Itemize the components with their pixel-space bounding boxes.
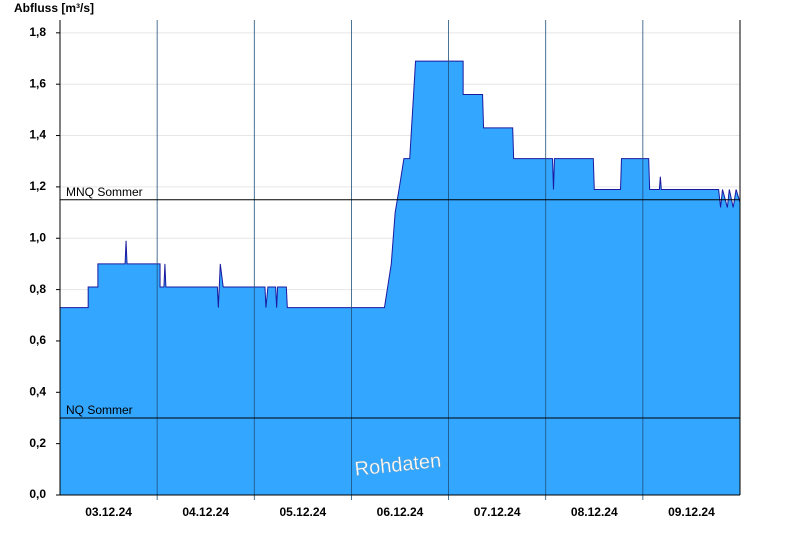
y-tick-label: 1,4 (29, 128, 46, 142)
reference-label: MNQ Sommer (66, 185, 143, 199)
y-tick-label: 0,4 (29, 384, 46, 398)
y-tick-label: 1,0 (29, 230, 46, 244)
y-tick-label: 1,6 (29, 76, 46, 90)
x-tick-label: 03.12.24 (85, 505, 132, 519)
y-axis-label: Abfluss [m³/s] (14, 1, 94, 15)
x-tick-label: 05.12.24 (279, 505, 326, 519)
area (60, 61, 740, 495)
x-tick-label: 06.12.24 (377, 505, 424, 519)
y-tick-label: 0,0 (29, 487, 46, 501)
x-tick-label: 04.12.24 (182, 505, 229, 519)
y-tick-label: 1,2 (29, 179, 46, 193)
x-tick-label: 09.12.24 (668, 505, 715, 519)
y-tick-label: 0,2 (29, 436, 46, 450)
y-tick-label: 1,8 (29, 25, 46, 39)
y-tick-label: 0,6 (29, 333, 46, 347)
x-tick-label: 08.12.24 (571, 505, 618, 519)
reference-label: NQ Sommer (66, 403, 133, 417)
x-tick-label: 07.12.24 (474, 505, 521, 519)
y-tick-label: 0,8 (29, 282, 46, 296)
line (60, 60, 741, 309)
